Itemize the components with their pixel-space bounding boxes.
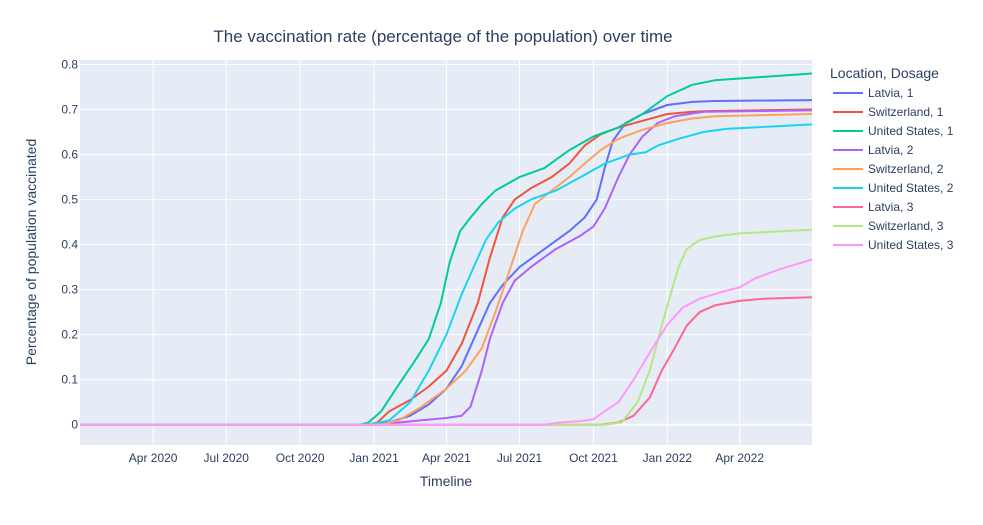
series-line (80, 99, 813, 426)
x-tick-label: Oct 2021 (569, 451, 618, 465)
legend-item-label[interactable]: Latvia, 1 (868, 86, 914, 100)
series-lines (80, 72, 813, 426)
y-tick-label: 0.8 (61, 58, 78, 72)
y-tick-label: 0.1 (61, 373, 78, 387)
series-line (80, 72, 813, 426)
y-tick-label: 0.7 (61, 103, 78, 117)
x-tick-label: Jul 2020 (204, 451, 250, 465)
series-line (80, 228, 813, 426)
legend-item-label[interactable]: United States, 3 (868, 238, 954, 252)
series-line (80, 258, 813, 426)
x-axis-ticks: Apr 2020 Jul 2020 Oct 2020 Jan 2021 Apr 2021… (129, 451, 765, 465)
x-tick-label: Oct 2020 (276, 451, 325, 465)
x-tick-label: Apr 2022 (715, 451, 764, 465)
y-tick-label: 0.3 (61, 283, 78, 297)
y-tick-label: 0.2 (61, 328, 78, 342)
legend-title: Location, Dosage (830, 65, 939, 81)
series-line (80, 108, 813, 426)
y-axis-ticks: 0 0.1 0.2 0.3 0.4 0.5 0.6 0.7 0.8 (61, 58, 78, 432)
series-line (80, 113, 813, 426)
legend-item-label[interactable]: United States, 1 (868, 124, 954, 138)
chart-title: The vaccination rate (percentage of the … (213, 27, 672, 46)
x-tick-label: Jan 2021 (349, 451, 399, 465)
x-axis-title: Timeline (420, 473, 473, 489)
y-tick-label: 0.4 (61, 238, 78, 252)
series-line (80, 123, 813, 426)
x-tick-label: Apr 2021 (422, 451, 471, 465)
series-line (80, 109, 813, 426)
legend-item-label[interactable]: Latvia, 2 (868, 143, 914, 157)
x-tick-label: Apr 2020 (129, 451, 178, 465)
legend-item-label[interactable]: Latvia, 3 (868, 200, 914, 214)
legend-item-label[interactable]: Switzerland, 2 (868, 162, 944, 176)
x-tick-label: Jan 2022 (643, 451, 693, 465)
x-tick-label: Jul 2021 (497, 451, 543, 465)
legend-item-label[interactable]: United States, 2 (868, 181, 954, 195)
legend-item-label[interactable]: Switzerland, 3 (868, 219, 944, 233)
legend: Location, Dosage Latvia, 1 Switzerland, 1… (830, 65, 954, 252)
y-tick-label: 0.6 (61, 148, 78, 162)
y-tick-label: 0 (71, 418, 78, 432)
y-axis-title: Percentage of population vaccinated (23, 139, 39, 366)
legend-item-label[interactable]: Switzerland, 1 (868, 105, 944, 119)
y-tick-label: 0.5 (61, 193, 78, 207)
